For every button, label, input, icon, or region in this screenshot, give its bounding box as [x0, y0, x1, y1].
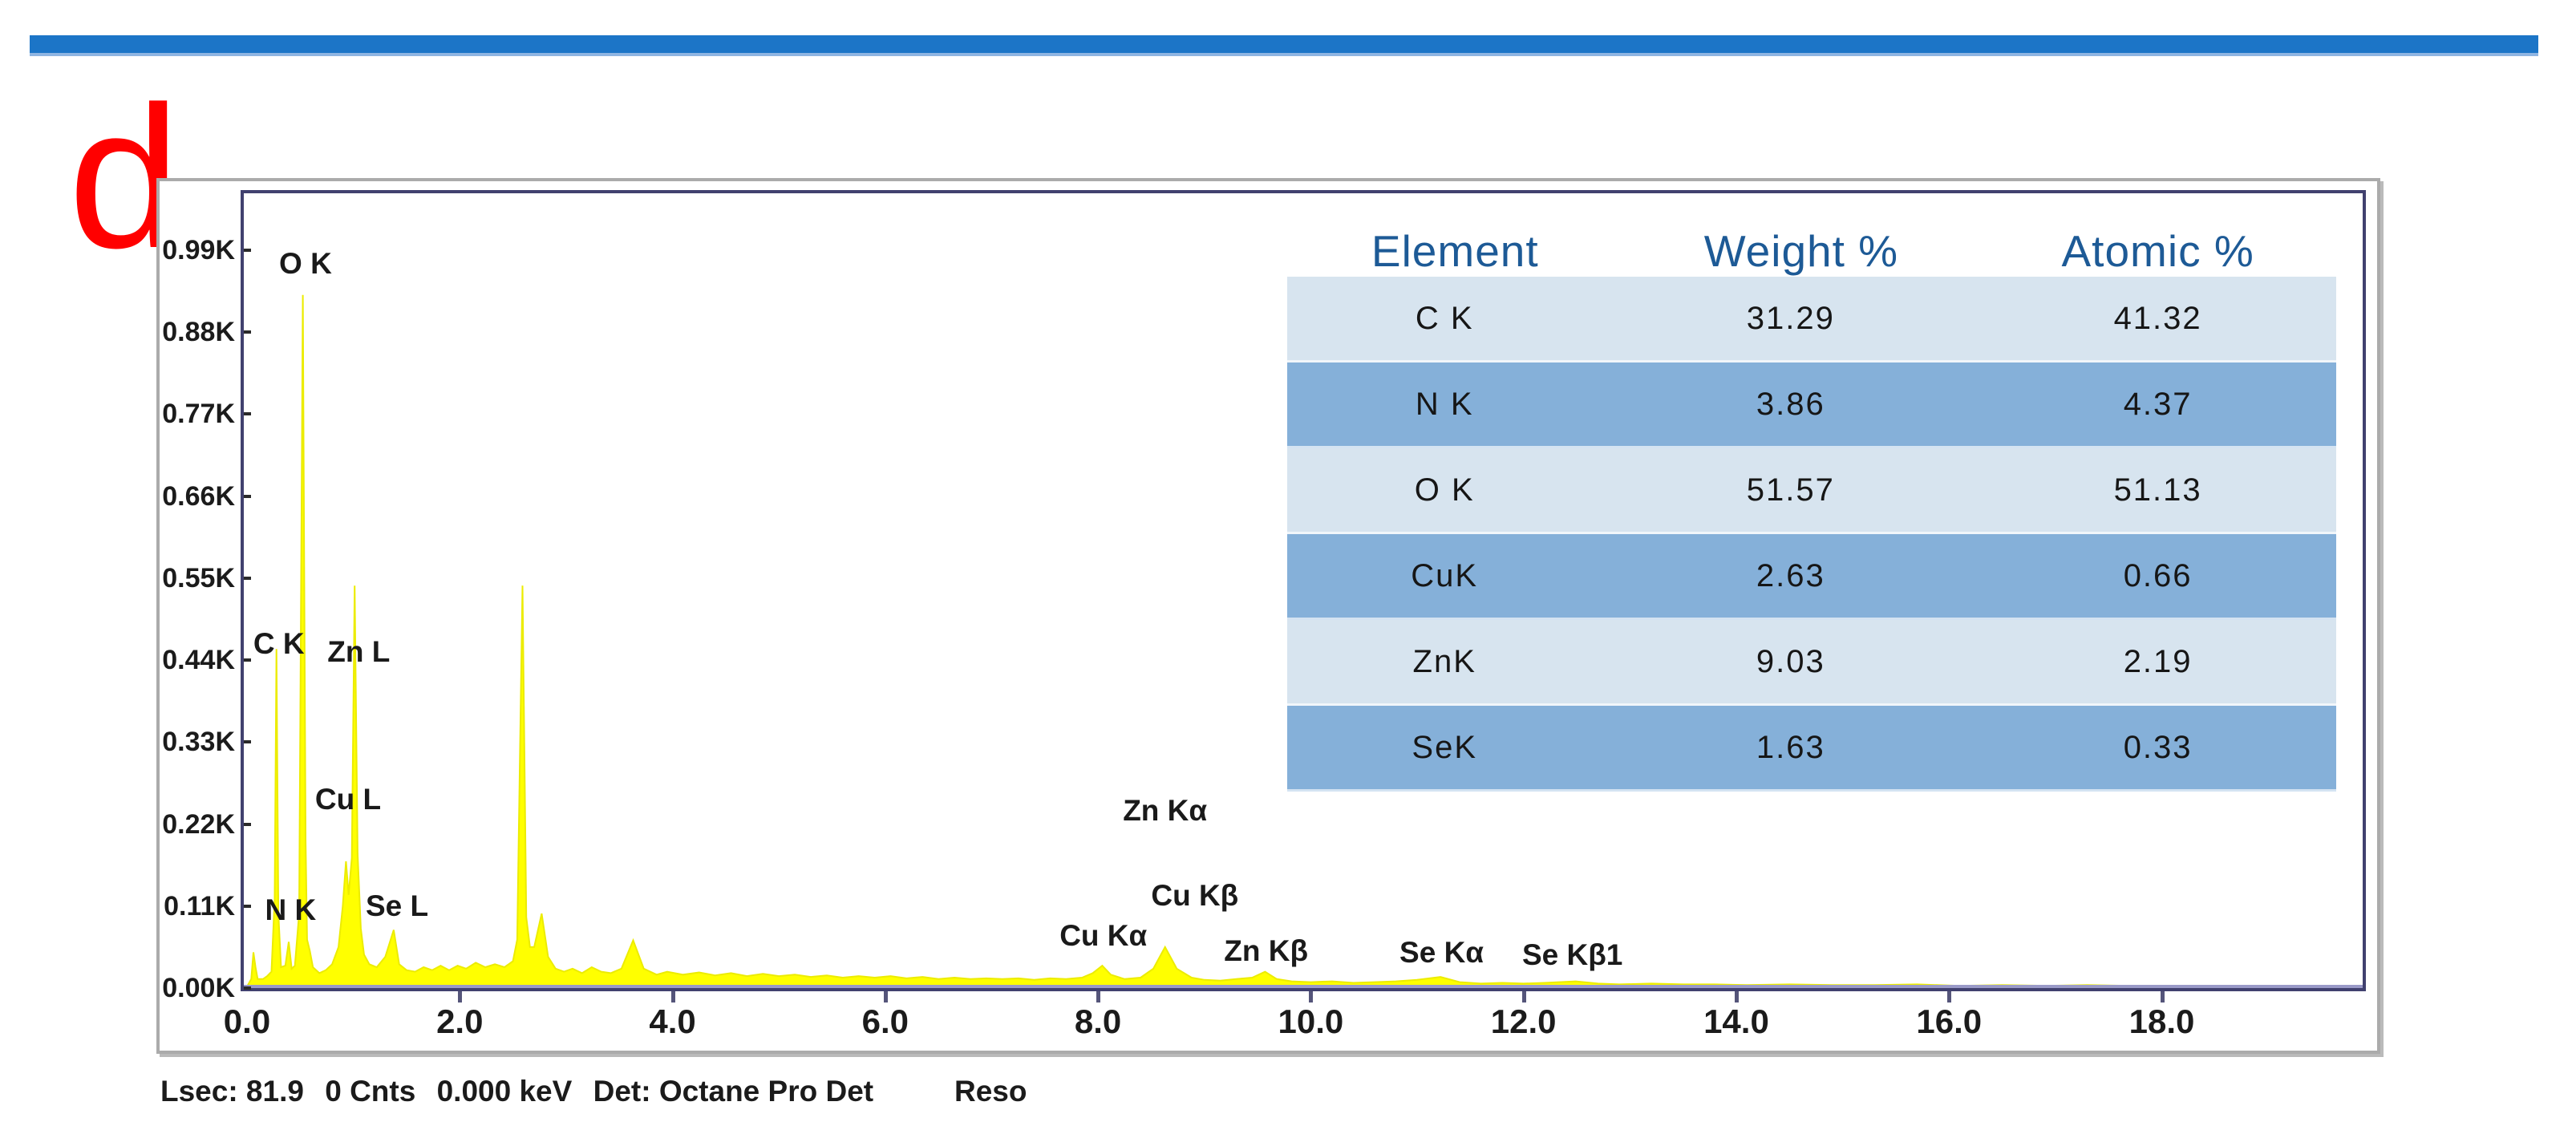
x-tick-label: 4.0	[649, 1002, 696, 1040]
status-lsec: Lsec: 81.9	[160, 1075, 304, 1108]
table-cell-atomic: 0.33	[2123, 729, 2193, 765]
x-tick-label: 8.0	[1074, 1002, 1122, 1040]
x-tick-mark	[883, 991, 888, 1002]
y-tick-mark	[244, 904, 251, 908]
y-tick-mark	[244, 330, 251, 334]
x-tick-mark	[458, 991, 463, 1002]
table-cell-element: ZnK	[1412, 643, 1476, 679]
x-tick-label: 6.0	[861, 1002, 909, 1040]
eds-quant-table: Element Weight % Atomic % C K 31.29 41.32 N…	[1287, 225, 2336, 792]
y-tick-label: 0.00K	[162, 973, 235, 1003]
table-cell-weight: 51.57	[1746, 472, 1835, 508]
peak-annotation: Se Kβ1	[1521, 938, 1623, 971]
peak-annotation: Se Kα	[1399, 936, 1484, 970]
x-tick-mark	[1521, 991, 1526, 1002]
peak-annotation: O K	[279, 246, 332, 280]
status-acquisition-text: Lsec: 81.9 0 Cnts 0.000 keV Det: Octane …	[160, 1075, 873, 1108]
y-tick-mark	[244, 412, 251, 416]
y-tick-mark	[244, 658, 251, 662]
x-tick-label: 10.0	[1278, 1002, 1344, 1040]
table-cell-atomic: 51.13	[2113, 472, 2202, 508]
y-tick-mark	[244, 248, 251, 252]
x-tick-label: 14.0	[1703, 1002, 1769, 1040]
x-axis-line	[244, 985, 2363, 988]
y-tick-label: 0.22K	[162, 808, 235, 840]
table-cell-weight: 31.29	[1746, 300, 1835, 336]
table-row: C K 31.29 41.32	[1287, 277, 2336, 363]
eds-spectrum-trace	[246, 294, 2363, 988]
table-cell-element: C K	[1415, 300, 1474, 336]
table-cell-element: SeK	[1412, 729, 1477, 765]
table-cell-weight: 9.03	[1756, 643, 1825, 679]
table-header-row: Element Weight % Atomic %	[1287, 225, 2336, 277]
x-tick-mark	[1947, 991, 1952, 1002]
table-cell-element: CuK	[1411, 557, 1479, 593]
y-tick-label: 0.33K	[162, 727, 235, 758]
table-cell-weight: 3.86	[1756, 386, 1825, 422]
table-body: C K 31.29 41.32 N K 3.86 4.37 O K 51.57 51.13 CuK…	[1287, 277, 2336, 792]
status-bar: Lsec: 81.9 0 Cnts 0.000 keV Det: Octane …	[160, 1075, 1283, 1110]
table-cell-atomic: 2.19	[2123, 643, 2193, 679]
status-counts: 0 Cnts	[325, 1075, 416, 1108]
table-cell-element: N K	[1415, 386, 1474, 422]
table-row: N K 3.86 4.37	[1287, 363, 2336, 448]
peak-annotation: Cu Kα	[1059, 918, 1148, 952]
table-row: ZnK 9.03 2.19	[1287, 620, 2336, 706]
peak-annotation: Zn Kβ	[1224, 934, 1309, 968]
y-tick-mark	[244, 986, 251, 990]
peak-annotation: Zn Kα	[1123, 793, 1208, 827]
table-cell-atomic: 41.32	[2113, 300, 2202, 336]
table-row: SeK 1.63 0.33	[1287, 706, 2336, 792]
table-row: CuK 2.63 0.66	[1287, 534, 2336, 620]
y-tick-mark	[244, 740, 251, 744]
peak-annotation: Cu Kβ	[1151, 878, 1239, 912]
table-cell-weight: 2.63	[1756, 557, 1825, 593]
y-tick-mark	[244, 576, 251, 580]
x-tick-label: 0.0	[223, 1002, 271, 1040]
y-tick-mark	[244, 822, 251, 826]
y-tick-mark	[244, 494, 251, 498]
table-row: O K 51.57 51.13	[1287, 448, 2336, 534]
peak-annotation: Se L	[365, 889, 429, 922]
y-tick-label: 0.77K	[162, 399, 235, 430]
table-cell-atomic: 0.66	[2123, 557, 2193, 593]
y-tick-label: 0.55K	[162, 562, 235, 593]
peak-annotation: Zn L	[327, 634, 391, 668]
x-tick-label: 16.0	[1916, 1002, 1983, 1040]
x-tick-mark	[1096, 991, 1101, 1002]
table-cell-element: O K	[1414, 472, 1475, 508]
table-cell-weight: 1.63	[1756, 729, 1825, 765]
table-cell-atomic: 4.37	[2123, 386, 2193, 422]
column-header-weight: Weight %	[1703, 226, 1899, 276]
spectrum-area-path	[246, 294, 2363, 988]
peak-annotation: C K	[253, 627, 305, 661]
x-tick-mark	[670, 991, 675, 1002]
peak-annotation: N K	[265, 893, 317, 927]
column-header-atomic: Atomic %	[2061, 226, 2254, 276]
status-detector: Det: Octane Pro Det	[593, 1075, 874, 1108]
x-tick-label: 18.0	[2128, 1002, 2195, 1040]
x-tick-label: 2.0	[436, 1002, 484, 1040]
x-tick-mark	[1734, 991, 1739, 1002]
top-accent-bar	[30, 35, 2538, 56]
x-tick-mark	[1309, 991, 1314, 1002]
column-header-element: Element	[1371, 226, 1539, 276]
y-tick-label: 0.11K	[164, 890, 235, 921]
status-resolution-text: Reso	[954, 1075, 1027, 1108]
y-tick-label: 0.99K	[162, 234, 235, 265]
status-kev: 0.000 keV	[436, 1075, 573, 1108]
y-tick-label: 0.88K	[162, 317, 235, 348]
y-tick-label: 0.44K	[162, 645, 235, 676]
x-tick-label: 12.0	[1490, 1002, 1557, 1040]
peak-annotation: Cu L	[314, 782, 382, 816]
y-tick-label: 0.66K	[162, 480, 235, 512]
x-tick-mark	[2160, 991, 2165, 1002]
